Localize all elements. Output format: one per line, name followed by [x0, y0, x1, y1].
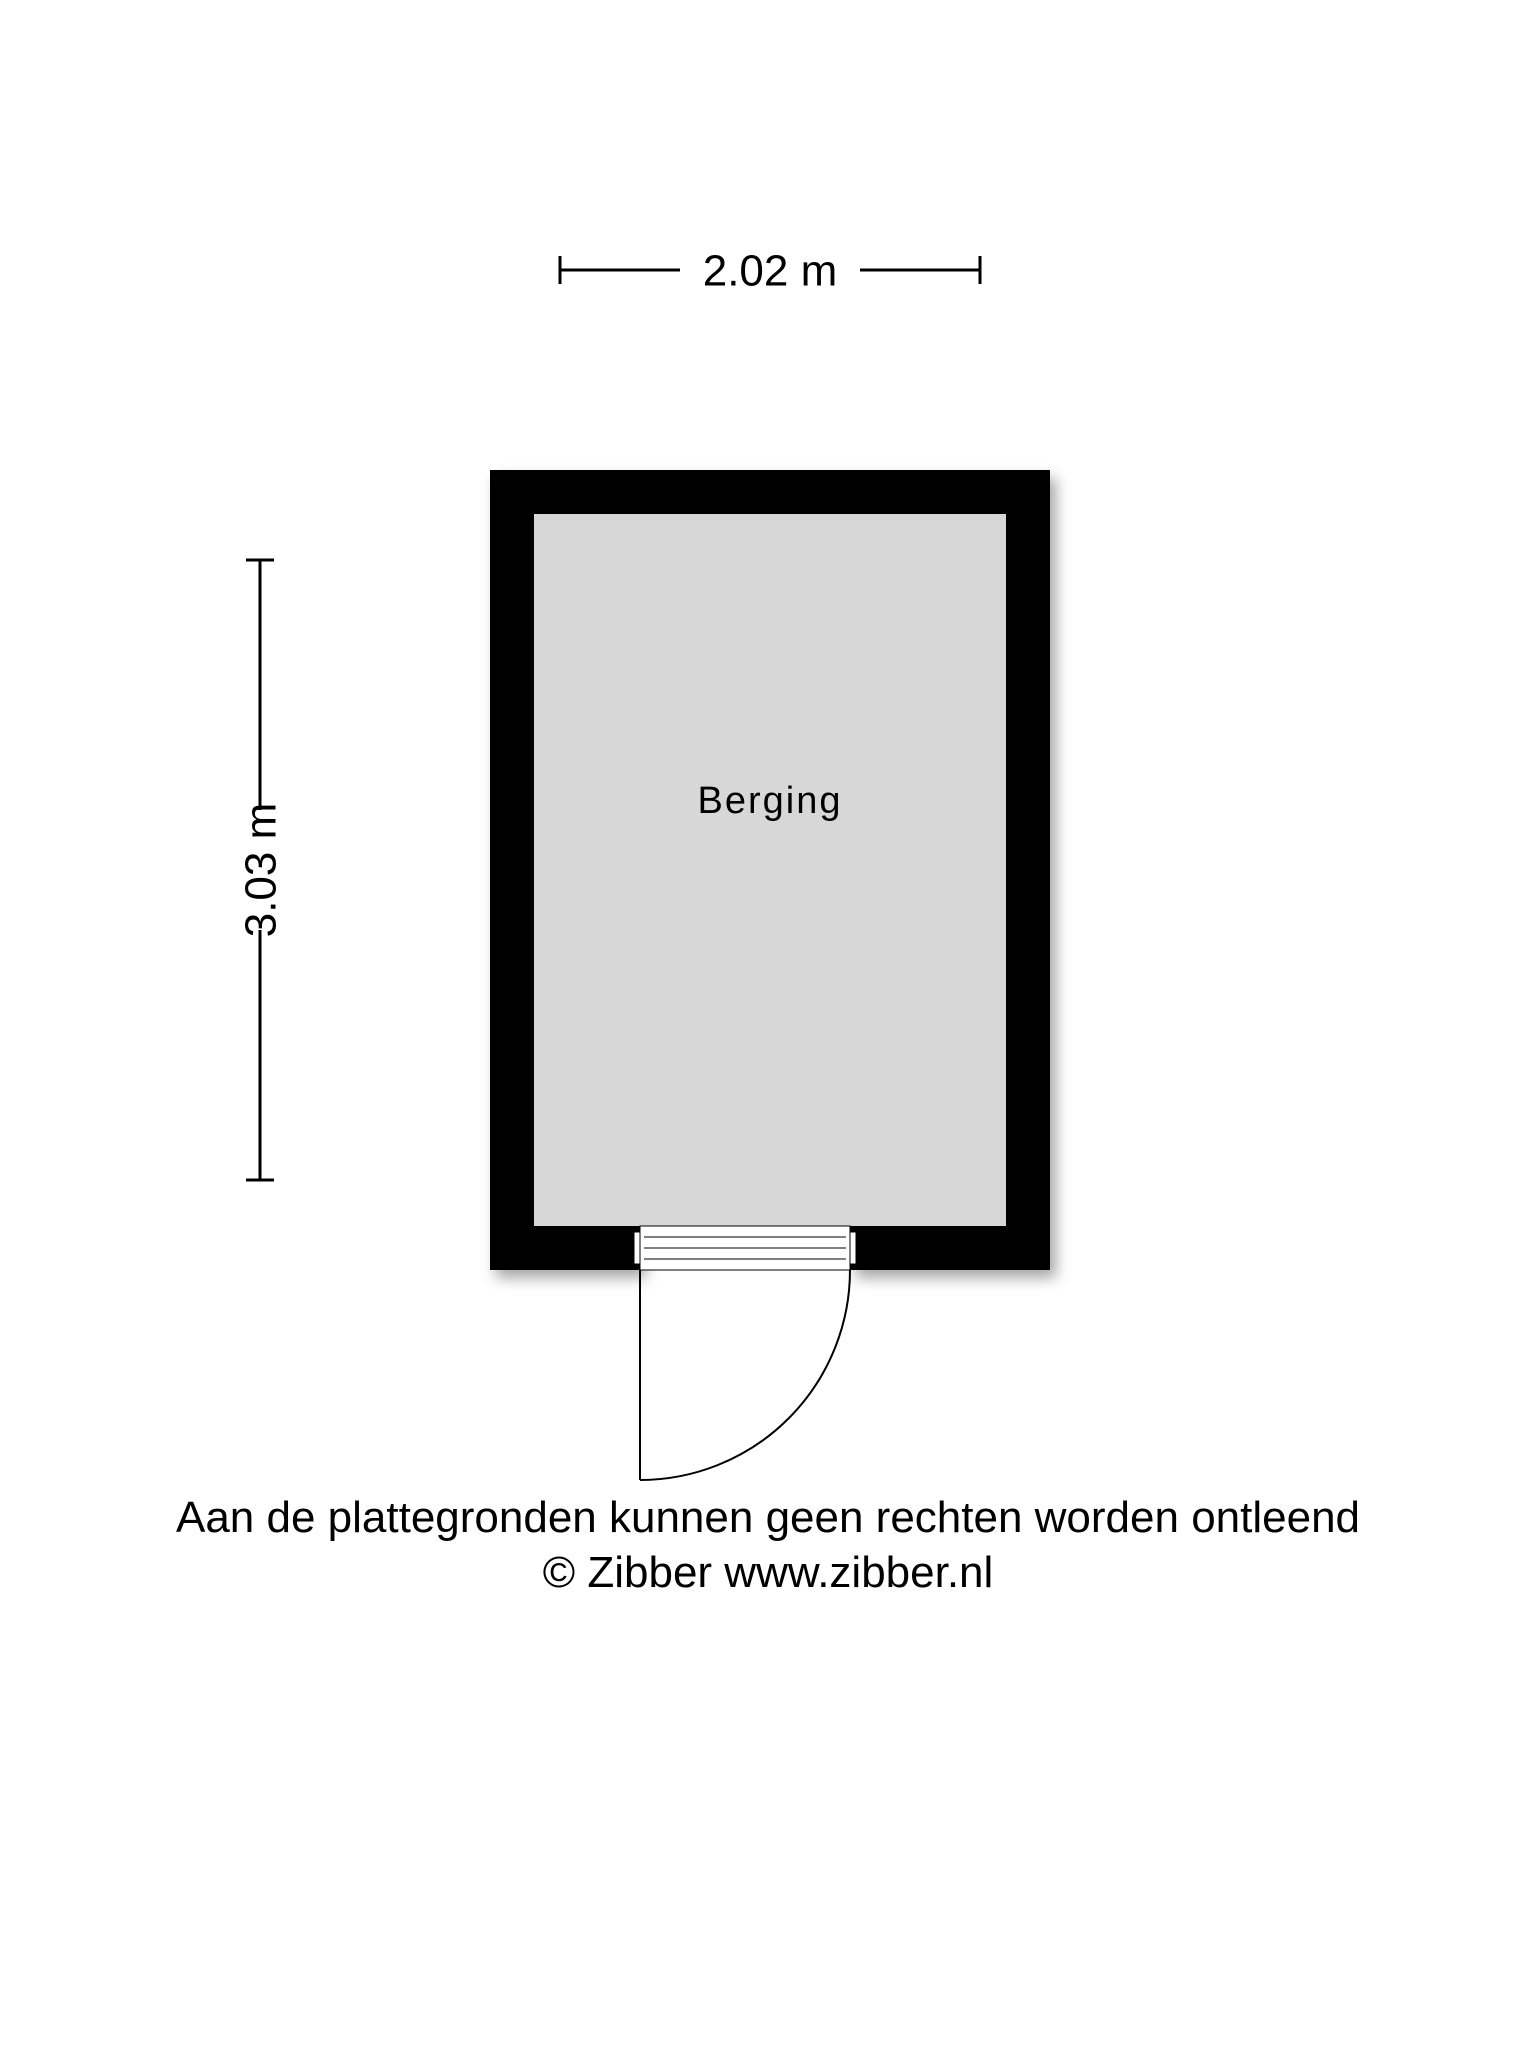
floorplan-svg: 2.02 m 3.03 m Berging: [0, 0, 1536, 2048]
dimension-height-label: 3.03 m: [236, 803, 285, 938]
floorplan-canvas: 2.02 m 3.03 m Berging Aan de plattegronde…: [0, 0, 1536, 2048]
dimension-width-label: 2.02 m: [703, 246, 838, 295]
footer-line2: © Zibber www.zibber.nl: [543, 1548, 994, 1597]
room-label: Berging: [698, 780, 843, 822]
footer-disclaimer: Aan de plattegronden kunnen geen rechten…: [0, 1490, 1536, 1600]
footer-line1: Aan de plattegronden kunnen geen rechten…: [176, 1493, 1360, 1542]
